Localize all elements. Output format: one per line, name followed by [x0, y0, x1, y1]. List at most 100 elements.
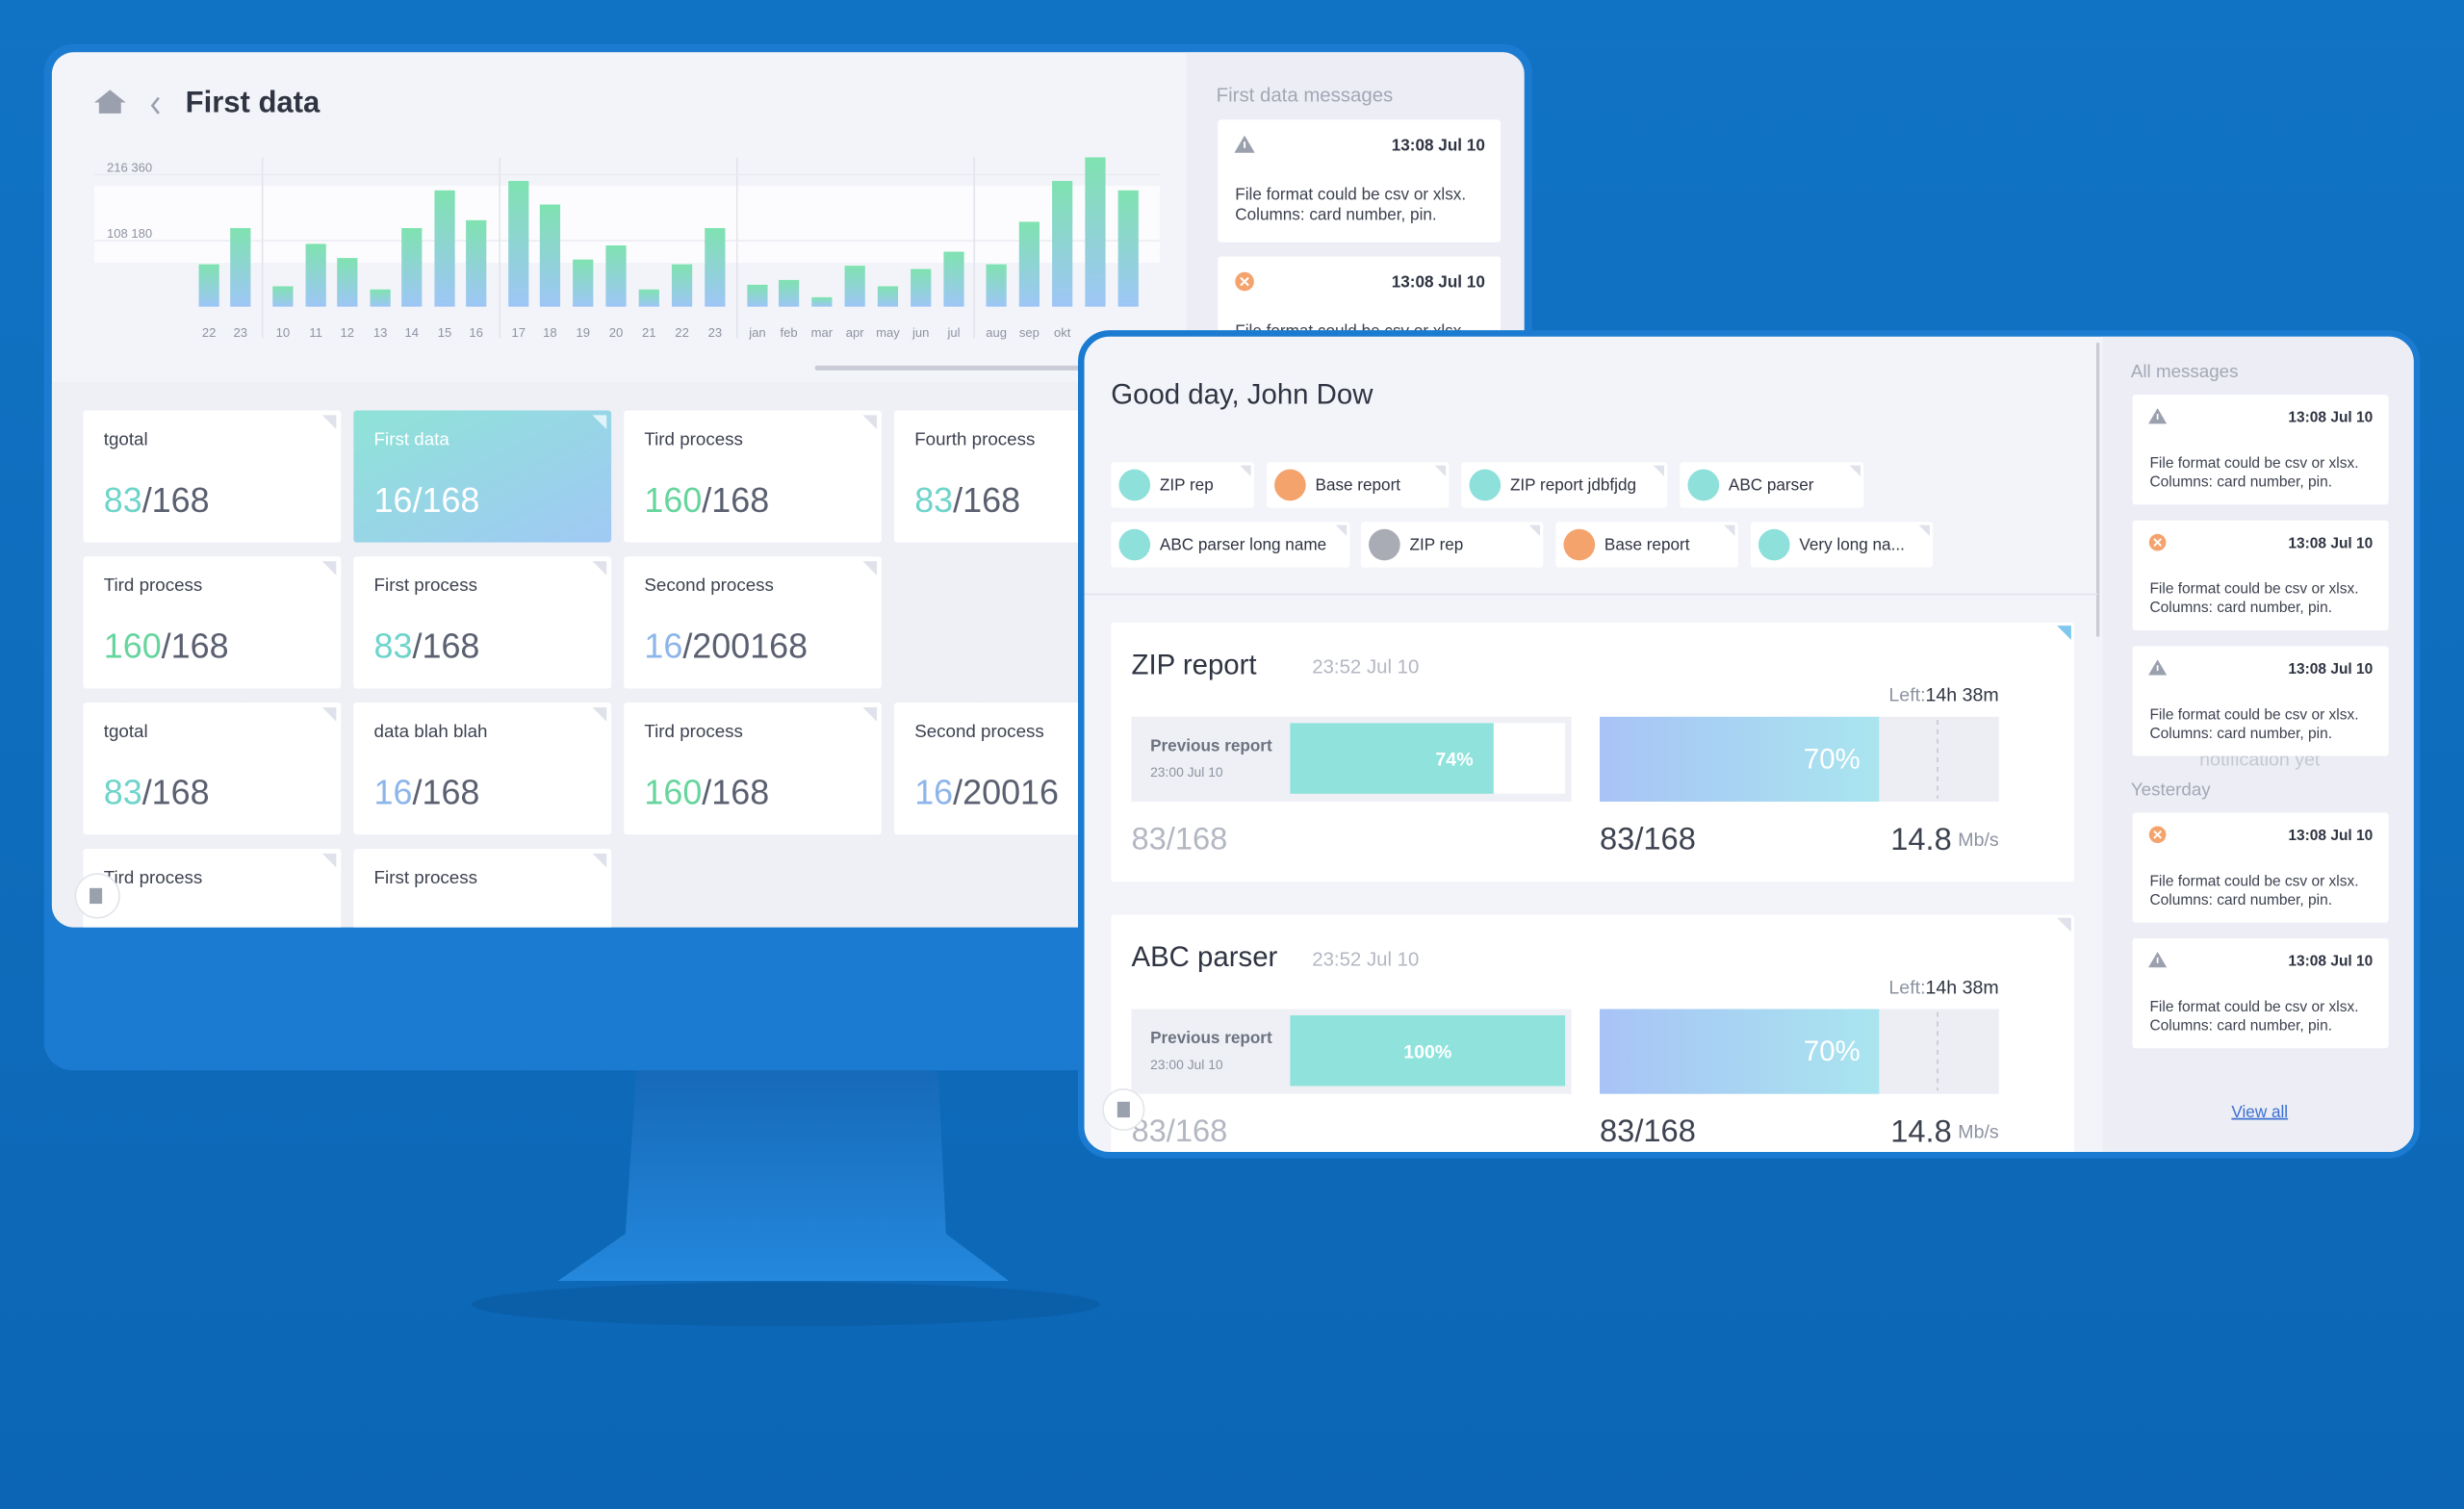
message-time: 13:08 Jul 10 — [1392, 136, 1485, 155]
message-card[interactable] — [2132, 812, 2389, 923]
tile-value-count: 16 — [644, 627, 682, 666]
previous-progress-label: 100% — [1403, 1041, 1451, 1062]
tile[interactable] — [83, 848, 342, 981]
chip-dot — [1687, 469, 1720, 501]
tile[interactable] — [353, 556, 612, 689]
tile-value: 83/168 — [104, 773, 210, 812]
x-tick-label: 10 — [276, 325, 291, 340]
message-text: Columns: card number, pin. — [2149, 726, 2332, 742]
message-card[interactable] — [2132, 520, 2389, 631]
message-text: Columns: card number, pin. — [2149, 892, 2332, 908]
tile-title: First data — [374, 428, 450, 448]
x-tick-label: mar — [811, 325, 834, 340]
bar — [466, 219, 487, 307]
tile[interactable] — [624, 703, 882, 835]
bar — [943, 251, 964, 307]
chip-dot — [1118, 469, 1151, 501]
x-tick-label: may — [876, 325, 900, 340]
tile[interactable] — [624, 556, 882, 689]
page-title: First data — [186, 85, 321, 118]
chip[interactable] — [1360, 522, 1544, 568]
bar — [508, 181, 529, 307]
previous-time: 23:00 Jul 10 — [1150, 1057, 1223, 1072]
home-icon[interactable] — [93, 90, 126, 114]
chip-dot — [1563, 528, 1596, 561]
bar — [272, 286, 294, 307]
x-tick-label: 23 — [234, 325, 248, 340]
message-text: Columns: card number, pin. — [2149, 1018, 2332, 1035]
chip-label: Base report — [1316, 474, 1401, 494]
bar — [539, 204, 561, 307]
progress-label: 70% — [1804, 743, 1861, 775]
x-tick-label: apr — [846, 325, 865, 340]
stand-shadow — [471, 1282, 1100, 1327]
chip-label: Very long na... — [1799, 534, 1904, 553]
tile[interactable] — [83, 410, 342, 543]
message-card[interactable] — [2132, 646, 2389, 756]
chip-dot — [1274, 469, 1306, 501]
bar — [747, 284, 768, 307]
tile-value-total: /200168 — [682, 627, 808, 666]
tile[interactable] — [353, 703, 612, 835]
message-text: File format could be csv or xlsx. — [2149, 706, 2358, 723]
tile[interactable] — [624, 410, 882, 543]
tile-value-count: 160 — [104, 627, 162, 666]
report-card[interactable] — [1111, 622, 2075, 882]
bar — [434, 190, 455, 307]
message-card[interactable] — [2132, 395, 2389, 505]
chip[interactable] — [1111, 462, 1254, 508]
tile-value: 16/200168 — [644, 627, 808, 666]
chip[interactable] — [1680, 462, 1864, 508]
tile[interactable] — [83, 703, 342, 835]
tile-corner — [321, 853, 337, 868]
x-tick-label: 18 — [543, 325, 557, 340]
chip[interactable] — [1111, 522, 1350, 568]
speed-value: 14.8 — [1890, 820, 1952, 856]
message-card[interactable] — [1218, 119, 1502, 243]
message-text: File format could be csv or xlsx. — [2149, 999, 2358, 1015]
x-tick-label: 19 — [576, 325, 590, 340]
tile-value-count: 16 — [374, 480, 413, 520]
tile-value-count: 16 — [914, 773, 953, 812]
previous-count: 83/168 — [1132, 1113, 1228, 1148]
tile-title: Tird process — [644, 428, 743, 448]
bar — [337, 258, 358, 307]
chip[interactable] — [1266, 462, 1450, 508]
bar — [877, 286, 899, 307]
tile[interactable] — [83, 556, 342, 689]
report-card[interactable] — [1111, 914, 2075, 1174]
chip[interactable] — [1555, 522, 1738, 568]
tile-corner — [592, 853, 607, 868]
message-card[interactable] — [2132, 938, 2389, 1049]
tile-corner — [321, 707, 337, 722]
back-arrow[interactable] — [150, 96, 160, 115]
chip-label: ZIP report jdbfjdg — [1510, 474, 1636, 494]
x-tick-label: jan — [748, 325, 765, 340]
tile-value-count: 160 — [644, 480, 702, 520]
x-tick-label: 12 — [341, 325, 355, 340]
tile[interactable] — [353, 410, 612, 543]
x-tick-label: 23 — [708, 325, 723, 340]
chip-dot — [1118, 528, 1151, 561]
greeting: Good day, John Dow — [1111, 379, 1373, 411]
view-all-link[interactable]: View all — [2231, 1102, 2288, 1121]
chip[interactable] — [1750, 522, 1934, 568]
message-time: 13:08 Jul 10 — [2288, 535, 2373, 551]
tile-value: 83/168 — [914, 480, 1020, 520]
chip[interactable] — [1461, 462, 1668, 508]
chip-label: ABC parser long name — [1160, 534, 1326, 553]
chip-dot — [1369, 528, 1400, 561]
message-text: File format could be csv or xlsx. — [2149, 455, 2358, 472]
tile[interactable] — [353, 848, 612, 981]
bar — [1117, 190, 1139, 307]
bar — [1018, 221, 1040, 307]
error-mark — [2153, 538, 2162, 547]
tile-corner — [592, 561, 607, 575]
message-text: File format could be csv or xlsx. — [2149, 873, 2358, 889]
bar — [1052, 181, 1073, 307]
tile-value: 16/20016 — [914, 773, 1059, 812]
message-time: 13:08 Jul 10 — [2288, 954, 2373, 970]
time-left-value: 14h 38m — [1926, 685, 1999, 706]
message-text: File format could be csv or xlsx. — [2149, 581, 2358, 598]
